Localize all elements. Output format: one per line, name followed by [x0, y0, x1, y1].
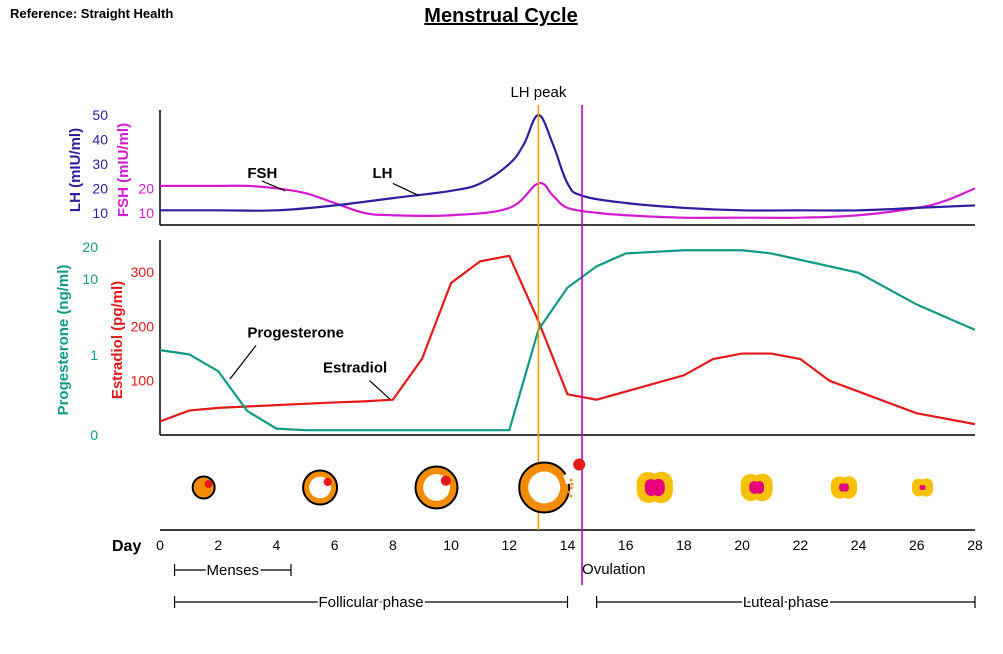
lh-tick: 40	[92, 131, 108, 147]
lh-pointer	[393, 183, 419, 195]
ovulation-label: Ovulation	[582, 561, 645, 578]
lh-tick: 10	[92, 205, 108, 221]
corpus-luteum-icon	[831, 476, 857, 499]
lh-line	[160, 115, 975, 211]
menses-bracket-label: Menses	[207, 562, 260, 579]
fsh-line	[160, 183, 975, 218]
follicle-icon	[193, 477, 215, 499]
day-tick: 14	[560, 537, 576, 553]
day-tick: 18	[676, 537, 692, 553]
follicle-icon	[303, 471, 337, 505]
lh-label: LH	[372, 165, 392, 182]
estradiol-pointer	[370, 381, 390, 399]
luteal-bracket-label: Luteal phase	[743, 594, 829, 611]
lh-peak-label: LH peak	[510, 84, 566, 101]
corpus-luteum-icon	[637, 472, 673, 503]
day-tick: 28	[967, 537, 983, 553]
day-tick: 12	[501, 537, 517, 553]
day-tick: 4	[273, 537, 281, 553]
day-axis-label: Day	[112, 538, 141, 555]
fsh-axis-label: FSH (mIU/ml)	[115, 123, 132, 217]
follicular-bracket-label: Follicular phase	[318, 594, 423, 611]
day-tick: 16	[618, 537, 634, 553]
day-tick: 26	[909, 537, 925, 553]
progesterone-tick: 0	[90, 427, 98, 443]
progesterone-tick: 1	[90, 347, 98, 363]
estradiol-label: Estradiol	[323, 360, 387, 377]
follicle-icon	[416, 467, 458, 509]
corpus-luteum-icon	[912, 478, 933, 496]
estradiol-tick: 200	[131, 318, 155, 334]
day-tick: 6	[331, 537, 339, 553]
lh-tick: 20	[92, 180, 108, 196]
progesterone-tick: 20	[82, 239, 98, 255]
progesterone-pointer	[230, 345, 256, 379]
day-tick: 20	[734, 537, 750, 553]
progesterone-tick: 10	[82, 271, 98, 287]
progesterone-label: Progesterone	[247, 324, 344, 341]
estradiol-tick: 100	[131, 373, 155, 389]
follicle-icon	[519, 459, 585, 513]
diagram-root: Reference: Straight Health Menstrual Cycl…	[0, 0, 1003, 649]
fsh-tick: 10	[138, 205, 154, 221]
day-tick: 8	[389, 537, 397, 553]
corpus-luteum-icon	[741, 474, 773, 502]
estradiol-axis-label: Estradiol (pg/ml)	[109, 281, 126, 399]
fsh-pointer	[262, 181, 285, 191]
estradiol-tick: 300	[131, 264, 155, 280]
fsh-label: FSH	[247, 165, 277, 182]
progesterone-axis-label: Progesterone (ng/ml)	[55, 265, 72, 416]
fsh-tick: 20	[138, 180, 154, 196]
lh-tick: 30	[92, 156, 108, 172]
diagram-svg: Reference: Straight Health Menstrual Cycl…	[0, 0, 1003, 649]
day-tick: 10	[443, 537, 459, 553]
day-tick: 0	[156, 537, 164, 553]
reference-text: Reference: Straight Health	[10, 6, 173, 21]
lh-tick: 50	[92, 107, 108, 123]
lh-axis-label: LH (mIU/ml)	[67, 128, 84, 212]
day-tick: 22	[793, 537, 809, 553]
chart-title: Menstrual Cycle	[424, 5, 577, 27]
day-tick: 24	[851, 537, 867, 553]
day-tick: 2	[214, 537, 222, 553]
